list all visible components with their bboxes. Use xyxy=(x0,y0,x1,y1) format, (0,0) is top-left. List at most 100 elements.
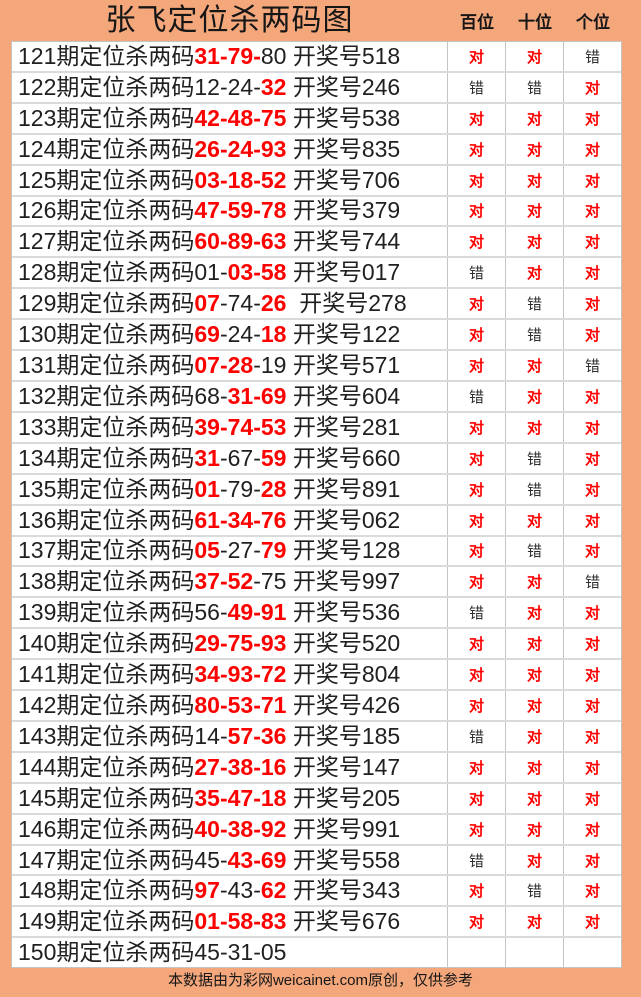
period-text-segment: 开奖号604 xyxy=(286,382,401,409)
period-text-segment: -67- xyxy=(219,444,261,471)
period-text-segment: -79- xyxy=(219,475,261,502)
period-text-segment: 80 xyxy=(260,42,287,69)
status-cell: 对 xyxy=(563,196,621,226)
table-row: 140期定位杀两码 29-75-93 开奖号520 对对对 xyxy=(12,629,621,661)
status-cell: 对 xyxy=(447,505,505,535)
kill-numbers-hit: 01-58-83 xyxy=(194,908,287,935)
status-cell: 错 xyxy=(505,320,563,350)
kill-numbers-hit: 97 xyxy=(194,877,220,904)
status-cell: 对 xyxy=(447,351,505,380)
table-row: 126期定位杀两码 47-59-78 开奖号379 对对对 xyxy=(12,196,621,228)
table-row: 124期定位杀两码 26-24-93 开奖号835 对对对 xyxy=(12,134,621,166)
period-text: 149期定位杀两码 01-58-83 开奖号676 xyxy=(12,907,447,936)
kill-numbers-hit: 39-74-53 xyxy=(194,413,287,440)
period-text-segment: 开奖号147 xyxy=(286,753,401,780)
kill-numbers-hit: 27-38-16 xyxy=(194,753,287,780)
table-row: 130期定位杀两码 69 -24- 18 开奖号122 对错对 xyxy=(12,320,621,352)
period-text-segment: 12-24- xyxy=(194,73,261,100)
status-cell: 对 xyxy=(447,814,505,844)
status-cell: 错 xyxy=(447,721,505,751)
status-cell: 对 xyxy=(447,196,505,226)
period-text-segment: 开奖号520 xyxy=(286,630,401,657)
period-text: 133期定位杀两码 39-74-53 开奖号281 xyxy=(12,413,447,442)
kill-numbers-hit: 43-69 xyxy=(227,846,287,873)
period-text-segment: 开奖号278 xyxy=(286,290,407,317)
kill-numbers-hit: 01 xyxy=(194,475,220,502)
status-cell: 对 xyxy=(447,752,505,782)
kill-numbers-hit: 61-34-76 xyxy=(194,506,287,533)
status-cell: 对 xyxy=(447,691,505,720)
status-cell: 对 xyxy=(447,783,505,813)
status-cell: 对 xyxy=(505,165,563,195)
status-cell: 错 xyxy=(505,536,563,566)
table-row: 150期定位杀两码45-31-05 xyxy=(12,938,621,968)
status-cell: 对 xyxy=(505,351,563,380)
period-text-segment: 开奖号518 xyxy=(286,42,401,69)
period-text-segment: -27- xyxy=(219,537,261,564)
period-text-segment: 123期定位杀两码 xyxy=(18,104,195,131)
status-cell: 对 xyxy=(505,598,563,628)
period-text: 150期定位杀两码45-31-05 xyxy=(12,938,447,967)
status-cell: 对 xyxy=(447,907,505,937)
period-text: 130期定位杀两码 69 -24- 18 开奖号122 xyxy=(12,320,447,349)
period-text-segment: 开奖号891 xyxy=(286,475,401,502)
status-cell: 对 xyxy=(447,536,505,566)
period-text-segment: 124期定位杀两码 xyxy=(18,135,195,162)
period-text-segment: 128期定位杀两码 xyxy=(18,259,195,286)
kill-numbers-hit: 69 xyxy=(194,321,220,348)
kill-numbers-hit: 49-91 xyxy=(227,599,287,626)
period-text-segment: 开奖号205 xyxy=(286,784,401,811)
kill-numbers-hit: 60-89-63 xyxy=(194,228,287,255)
status-cell: 对 xyxy=(447,165,505,195)
status-cell: 对 xyxy=(447,876,505,906)
period-text-segment: 141期定位杀两码 xyxy=(18,661,195,688)
period-text-segment: -24- xyxy=(219,321,261,348)
table-row: 149期定位杀两码 01-58-83 开奖号676 对对对 xyxy=(12,907,621,939)
period-text-segment: 45- xyxy=(194,846,228,873)
kill-numbers-hit: 57-36 xyxy=(227,722,287,749)
status-cell: 对 xyxy=(563,845,621,875)
period-text: 137期定位杀两码 05 -27- 79 开奖号128 xyxy=(12,537,447,566)
status-cell xyxy=(505,938,563,968)
status-cell: 对 xyxy=(505,721,563,751)
period-text: 132期定位杀两码 68- 31-69 开奖号604 xyxy=(12,382,447,411)
period-text: 122期定位杀两码 12-24- 32 开奖号246 xyxy=(12,73,447,102)
status-cell: 对 xyxy=(505,412,563,442)
period-text-segment: 开奖号744 xyxy=(286,228,401,255)
status-cell: 对 xyxy=(505,42,563,71)
period-text-segment: 130期定位杀两码 xyxy=(18,321,195,348)
status-cell: 对 xyxy=(447,320,505,350)
kill-numbers-hit: 37-52 xyxy=(194,568,254,595)
status-cell: 对 xyxy=(563,691,621,720)
kill-numbers-hit: 31-79- xyxy=(194,42,261,69)
period-text: 134期定位杀两码 31 -67- 59 开奖号660 xyxy=(12,444,447,473)
table-row: 123期定位杀两码 42-48-75 开奖号538 对对对 xyxy=(12,103,621,135)
period-text: 129期定位杀两码 07 -74- 26 开奖号278 xyxy=(12,289,447,318)
status-cell: 对 xyxy=(563,412,621,442)
period-text: 142期定位杀两码 80-53-71 开奖号426 xyxy=(12,691,447,720)
period-text-segment: 开奖号997 xyxy=(286,568,401,595)
kill-numbers-hit: 59 xyxy=(260,444,287,471)
period-text-segment: 开奖号536 xyxy=(286,599,401,626)
status-cell: 对 xyxy=(447,134,505,164)
status-cell xyxy=(563,938,621,968)
period-text-segment: 138期定位杀两码 xyxy=(18,568,195,595)
status-cell: 对 xyxy=(447,42,505,71)
table-row: 138期定位杀两码 37-52 -75 开奖号997 对对错 xyxy=(12,567,621,599)
table-row: 143期定位杀两码 14- 57-36 开奖号185 错对对 xyxy=(12,721,621,753)
table-row: 131期定位杀两码 07-28 -19 开奖号571 对对错 xyxy=(12,351,621,382)
kill-numbers-hit: 26 xyxy=(260,290,287,317)
status-cell: 对 xyxy=(447,103,505,133)
period-text: 141期定位杀两码 34-93-72 开奖号804 xyxy=(12,660,447,689)
period-text-segment: 148期定位杀两码 xyxy=(18,877,195,904)
period-text-segment: 150期定位杀两码45-31-05 xyxy=(18,939,287,966)
status-cell: 对 xyxy=(563,629,621,659)
period-text-segment: 143期定位杀两码 xyxy=(18,722,195,749)
status-cell: 错 xyxy=(505,289,563,319)
status-cell: 对 xyxy=(563,876,621,906)
status-cell: 对 xyxy=(563,752,621,782)
period-text: 128期定位杀两码 01- 03-58 开奖号017 xyxy=(12,258,447,287)
period-text: 136期定位杀两码 61-34-76 开奖号062 xyxy=(12,506,447,535)
period-text-segment: 149期定位杀两码 xyxy=(18,908,195,935)
status-cell: 错 xyxy=(447,598,505,628)
